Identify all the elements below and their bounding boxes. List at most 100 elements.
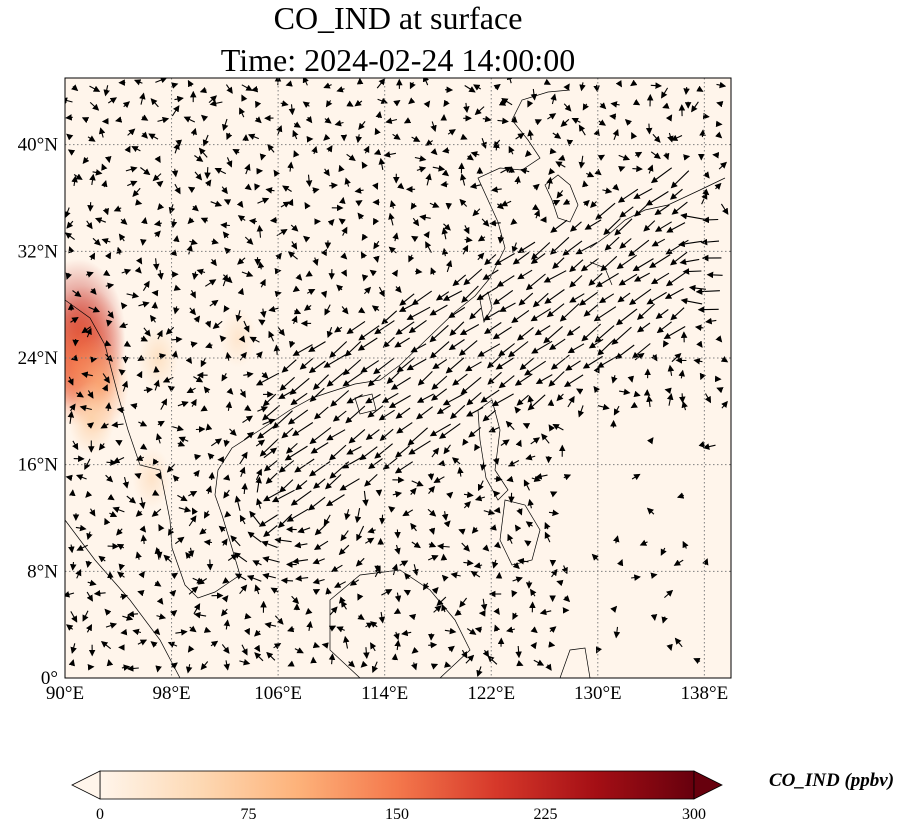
wind-vector (578, 124, 586, 136)
wind-vector (98, 555, 106, 563)
wind-vector (175, 629, 188, 636)
wind-vector (278, 390, 293, 400)
wind-vector (461, 285, 479, 303)
wind-vector (604, 236, 620, 251)
wind-vector (344, 509, 351, 521)
wind-vector (460, 133, 468, 140)
wind-vector (101, 238, 111, 245)
wind-vector (443, 520, 451, 528)
wind-vector (443, 444, 451, 455)
wind-vector (153, 365, 160, 373)
wind-vector (410, 522, 417, 532)
wind-vector (431, 447, 440, 458)
wind-vector (269, 216, 278, 224)
wind-vector (469, 307, 482, 320)
wind-vector (65, 591, 75, 598)
wind-vector (188, 586, 199, 595)
wind-vector (458, 528, 466, 535)
wind-vector (355, 134, 363, 144)
wind-vector (172, 235, 180, 243)
wind-vector (305, 116, 313, 124)
wind-vector (518, 292, 534, 306)
wind-vector (124, 145, 131, 153)
wind-vector (546, 303, 565, 318)
wind-vector (548, 424, 555, 432)
wind-vector (583, 304, 599, 317)
wind-vector (233, 552, 248, 563)
wind-vector (130, 403, 138, 410)
wind-vector (234, 495, 242, 511)
wind-vector (378, 286, 385, 298)
wind-vector (94, 217, 106, 224)
wind-vector (662, 102, 670, 109)
wind-vector (547, 113, 557, 120)
wind-vector (243, 371, 254, 378)
wind-vector (507, 341, 529, 358)
wind-vector (87, 390, 94, 399)
latitude-tick-label: 8°N (27, 561, 58, 582)
wind-vector (290, 392, 308, 406)
wind-vector (126, 495, 137, 504)
wind-vector (529, 588, 537, 597)
wind-vector (480, 389, 500, 403)
wind-vector (714, 182, 722, 190)
wind-vector (339, 196, 346, 205)
wind-vector (203, 386, 211, 394)
wind-vector (408, 254, 415, 263)
wind-vector (610, 605, 618, 613)
coastline-luzon (477, 399, 509, 501)
wind-vector (340, 530, 349, 542)
wind-vector (410, 202, 418, 210)
wind-vector (120, 628, 128, 636)
wind-vector (133, 79, 143, 86)
wind-vector (452, 373, 468, 386)
wind-vector (663, 152, 670, 161)
wind-vector (67, 376, 74, 386)
wind-vector (92, 169, 103, 176)
colorbar-tick-label: 75 (240, 806, 257, 823)
wind-vector (232, 148, 240, 156)
wind-vector (212, 320, 223, 329)
wind-vector (452, 274, 467, 287)
wind-vector (344, 341, 362, 357)
wind-vector (68, 544, 75, 554)
wind-vector (393, 99, 401, 107)
wind-vector (548, 509, 560, 517)
wind-vector (65, 232, 75, 241)
wind-vector (367, 405, 384, 418)
wind-vector (193, 315, 201, 323)
wind-vector (378, 157, 386, 170)
wind-vector (346, 100, 354, 107)
wind-vector (423, 100, 431, 108)
wind-vector (151, 301, 159, 309)
wind-vector (255, 100, 262, 109)
wind-vector (303, 304, 312, 311)
wind-vector (619, 238, 632, 249)
wind-vector (69, 403, 76, 412)
wind-vector (566, 326, 581, 336)
wind-vector (138, 301, 150, 308)
wind-vector (550, 93, 557, 105)
wind-vector (304, 202, 311, 210)
wind-vector (660, 547, 667, 556)
wind-vector (702, 558, 709, 566)
wind-vector (712, 151, 720, 159)
wind-vector (234, 573, 247, 581)
wind-vector (226, 387, 234, 395)
wind-vector (534, 325, 551, 336)
wind-vector (119, 321, 128, 329)
wind-vector (498, 375, 515, 389)
wind-vector (209, 100, 223, 107)
wind-vector (388, 395, 411, 409)
wind-vector (398, 303, 416, 312)
wind-vector (152, 458, 159, 466)
wind-vector (429, 304, 448, 316)
wind-vector (239, 351, 247, 361)
wind-vector (445, 260, 453, 273)
wind-vector (265, 187, 275, 194)
wind-vector (320, 290, 328, 298)
wind-vector (397, 182, 405, 190)
wind-vector (237, 287, 244, 296)
wind-vector (262, 404, 280, 421)
wind-vector (378, 611, 386, 624)
